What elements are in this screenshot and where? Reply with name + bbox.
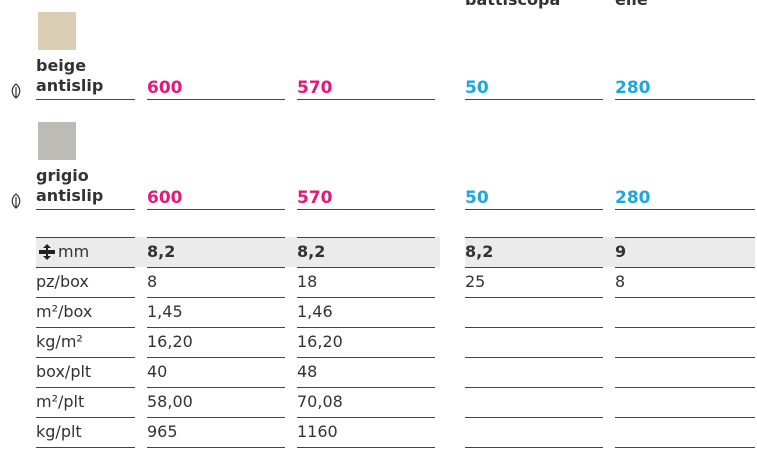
cell-value: 40 <box>147 362 167 382</box>
row-label: box/plt <box>36 362 91 382</box>
table-line <box>147 297 285 298</box>
row-label: m²/box <box>36 302 92 322</box>
product-value: 600 <box>147 78 183 98</box>
row-label: kg/plt <box>36 422 82 442</box>
cell-value: 8,2 <box>147 242 175 262</box>
row-label: mm <box>58 242 89 262</box>
cell-value: 18 <box>297 272 317 292</box>
column-header: elle <box>615 0 648 10</box>
cell-value: 1,46 <box>297 302 333 322</box>
table-line <box>465 297 603 298</box>
table-line <box>297 357 435 358</box>
product-value: 570 <box>297 78 333 98</box>
table-line <box>615 327 755 328</box>
cell-value: 1160 <box>297 422 338 442</box>
divider <box>465 99 603 100</box>
product-name: beige <box>36 56 86 76</box>
table-line <box>297 267 435 268</box>
cell-value: 16,20 <box>147 332 193 352</box>
divider <box>297 99 435 100</box>
table-line <box>465 387 603 388</box>
table-line <box>615 357 755 358</box>
divider <box>615 99 755 100</box>
table-line <box>465 357 603 358</box>
table-line <box>147 357 285 358</box>
swatch <box>38 12 76 50</box>
table-line <box>147 387 285 388</box>
table-line <box>36 447 135 448</box>
row-label: m²/plt <box>36 392 84 412</box>
cell-value: 48 <box>297 362 317 382</box>
product-value: 280 <box>615 188 651 208</box>
product-name: antislip <box>36 76 103 96</box>
table-line <box>147 267 285 268</box>
table-line <box>615 387 755 388</box>
swatch <box>38 122 76 160</box>
table-line <box>36 327 135 328</box>
leaf-icon <box>8 193 24 209</box>
cell-value: 1,45 <box>147 302 183 322</box>
table-line <box>147 447 285 448</box>
row-label: kg/m² <box>36 332 83 352</box>
row-shade <box>615 237 755 267</box>
table-line <box>465 267 603 268</box>
leaf-icon <box>8 83 24 99</box>
divider <box>36 99 135 100</box>
cell-value: 70,08 <box>297 392 343 412</box>
table-line <box>297 417 435 418</box>
table-line <box>297 387 435 388</box>
thickness-icon <box>38 244 56 260</box>
divider <box>147 209 285 210</box>
table-line <box>36 357 135 358</box>
table-line <box>615 237 755 238</box>
page: battiscopaellebeigeantislip60057050280gr… <box>0 0 757 460</box>
row-label: pz/box <box>36 272 89 292</box>
table-line <box>147 237 285 238</box>
cell-value: 8 <box>615 272 625 292</box>
column-header: battiscopa <box>465 0 560 10</box>
table-line <box>465 237 603 238</box>
product-value: 50 <box>465 78 489 98</box>
cell-value: 16,20 <box>297 332 343 352</box>
table-line <box>297 297 435 298</box>
table-line <box>615 297 755 298</box>
table-line <box>465 327 603 328</box>
table-line <box>36 387 135 388</box>
cell-value: 8,2 <box>465 242 493 262</box>
product-name: antislip <box>36 186 103 206</box>
table-line <box>615 417 755 418</box>
cell-value: 58,00 <box>147 392 193 412</box>
divider <box>465 209 603 210</box>
table-line <box>36 297 135 298</box>
table-line <box>147 417 285 418</box>
cell-value: 8,2 <box>297 242 325 262</box>
table-line <box>465 417 603 418</box>
cell-value: 965 <box>147 422 178 442</box>
table-line <box>465 447 603 448</box>
table-line <box>297 327 435 328</box>
divider <box>147 99 285 100</box>
cell-value: 25 <box>465 272 485 292</box>
table-line <box>147 327 285 328</box>
product-value: 570 <box>297 188 333 208</box>
product-name: grigio <box>36 166 89 186</box>
cell-value: 8 <box>147 272 157 292</box>
table-line <box>615 447 755 448</box>
table-line <box>297 237 435 238</box>
divider <box>615 209 755 210</box>
table-line <box>36 417 135 418</box>
product-value: 50 <box>465 188 489 208</box>
table-line <box>615 267 755 268</box>
table-line <box>36 267 135 268</box>
cell-value: 9 <box>615 242 626 262</box>
divider <box>36 209 135 210</box>
divider <box>297 209 435 210</box>
table-line <box>297 447 435 448</box>
table-line <box>36 237 135 238</box>
product-value: 280 <box>615 78 651 98</box>
product-value: 600 <box>147 188 183 208</box>
